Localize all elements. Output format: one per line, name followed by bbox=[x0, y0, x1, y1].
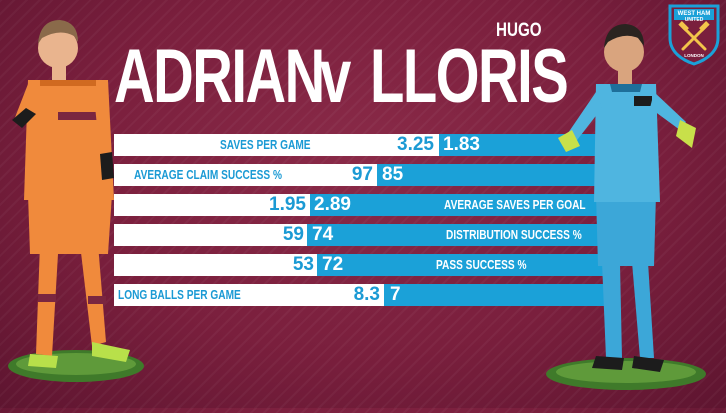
adrian-value: 97 bbox=[351, 164, 373, 185]
lloris-value: 7 bbox=[390, 284, 401, 305]
lloris-value: 74 bbox=[312, 224, 334, 245]
stat-row-claim-success: AVERAGE CLAIM SUCCESS % 97 85 bbox=[114, 164, 612, 186]
stat-label: PASS SUCCESS % bbox=[436, 257, 527, 272]
lloris-value: 72 bbox=[322, 254, 344, 275]
adrian-value: 53 bbox=[292, 254, 314, 275]
headline: HUGO ADRIAN v LLORIS bbox=[114, 20, 604, 120]
goalkeeper-adrian-figure bbox=[0, 4, 150, 408]
lloris-value: 85 bbox=[382, 164, 404, 185]
stat-label: LONG BALLS PER GAME bbox=[118, 287, 241, 302]
stat-label: DISTRIBUTION SUCCESS % bbox=[446, 227, 582, 242]
adrian-value: 59 bbox=[282, 224, 304, 245]
adrian-value: 3.25 bbox=[397, 134, 434, 155]
stat-label: AVERAGE SAVES PER GOAL bbox=[444, 197, 586, 212]
bar-white bbox=[114, 194, 310, 216]
bar-white bbox=[114, 224, 307, 246]
badge-text-bottom: LONDON bbox=[684, 53, 704, 58]
bar-blue bbox=[384, 284, 612, 306]
lloris-value: 2.89 bbox=[314, 194, 351, 215]
badge-text-mid: UNITED bbox=[685, 17, 704, 23]
goalkeeper-lloris-figure bbox=[536, 12, 726, 408]
stat-row-saves-per-goal: 1.95 2.89 AVERAGE SAVES PER GOAL bbox=[114, 194, 612, 216]
right-player-name: LLORIS bbox=[370, 34, 569, 119]
stat-label: AVERAGE CLAIM SUCCESS % bbox=[134, 167, 282, 182]
bar-blue bbox=[307, 224, 612, 246]
left-player-name: ADRIAN bbox=[114, 34, 325, 119]
bar-white bbox=[114, 284, 384, 306]
bar-white bbox=[114, 164, 377, 186]
stat-label: SAVES PER GAME bbox=[220, 137, 311, 152]
right-first-name: HUGO bbox=[496, 20, 542, 41]
stat-row-distribution-success: 59 74 DISTRIBUTION SUCCESS % bbox=[114, 224, 612, 246]
bar-white bbox=[114, 134, 439, 156]
bar-blue bbox=[310, 194, 612, 216]
versus-text: v bbox=[320, 34, 351, 119]
lloris-value: 1.83 bbox=[443, 134, 480, 155]
bar-blue bbox=[317, 254, 612, 276]
adrian-value: 8.3 bbox=[353, 284, 380, 305]
bar-blue bbox=[377, 164, 612, 186]
stat-row-long-balls: LONG BALLS PER GAME 8.3 7 bbox=[114, 284, 612, 306]
badge-text-top: WEST HAM bbox=[678, 11, 711, 17]
adrian-value: 1.95 bbox=[269, 194, 306, 215]
west-ham-crest-icon: WEST HAM UNITED LONDON bbox=[666, 2, 722, 66]
bar-white bbox=[114, 254, 317, 276]
stat-row-pass-success: 53 72 PASS SUCCESS % bbox=[114, 254, 612, 276]
